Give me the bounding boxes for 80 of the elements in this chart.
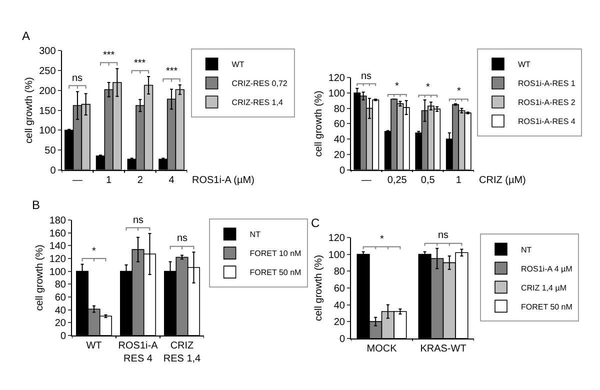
y-tick-label: 100 xyxy=(49,266,66,278)
y-tick-label: 100 xyxy=(328,88,346,100)
y-axis-title: cell growth (%) xyxy=(34,244,46,311)
y-tick-label: 20 xyxy=(334,317,346,328)
x-tick-label: 2 xyxy=(137,174,144,186)
y-tick-label: 60 xyxy=(334,283,346,294)
y-tick-label: 160 xyxy=(49,228,66,240)
legend-label: ROS1i-A-RES 2 xyxy=(518,98,576,108)
x-tick-label: 1 xyxy=(106,174,112,186)
x-tick-label: CRIZ RES 1,4 xyxy=(163,340,202,364)
y-tick-label: 80 xyxy=(54,280,66,291)
legend-label: WT xyxy=(232,60,244,70)
y-tick-label: 20 xyxy=(334,150,346,161)
x-tick-label: — xyxy=(361,174,372,186)
chart-title: C xyxy=(311,216,320,230)
y-tick-label: 120 xyxy=(49,254,66,266)
annotation: * xyxy=(380,234,384,245)
chart-title: A xyxy=(22,29,30,43)
annotation: * xyxy=(426,82,430,93)
y-tick-label: 0 xyxy=(339,165,346,176)
y-tick-label: 80 xyxy=(334,266,346,278)
x-tick-label: 0,5 xyxy=(420,174,436,186)
annotation: *** xyxy=(166,66,178,77)
y-axis-title: cell growth (%) xyxy=(313,90,324,157)
y-tick-label: 40 xyxy=(54,305,66,316)
legend-label: FORET 50 nM xyxy=(521,302,573,312)
annotation: * xyxy=(92,246,96,257)
x-axis-title: CRIZ (µM) xyxy=(479,175,526,186)
y-tick-label: 20 xyxy=(54,318,66,330)
legend-label: CRIZ 1,4 µM xyxy=(521,283,567,292)
y-tick-label: 40 xyxy=(334,134,346,146)
y-tick-label: 120 xyxy=(328,73,346,84)
y-tick-label: 200 xyxy=(39,86,56,97)
annotation: *** xyxy=(103,50,115,61)
legend-label: NT xyxy=(521,245,532,254)
annotation: ns xyxy=(177,233,188,244)
y-axis-title: cell growth (%) xyxy=(313,254,324,322)
y-tick-label: 60 xyxy=(334,119,346,130)
x-tick-label: 4 xyxy=(168,174,175,186)
y-tick-label: 140 xyxy=(49,241,66,252)
y-tick-label: 0 xyxy=(339,334,346,345)
annotation: ns xyxy=(361,71,372,82)
y-tick-label: 100 xyxy=(328,250,346,261)
x-tick-label: WT xyxy=(86,340,102,352)
annotation: * xyxy=(457,86,461,97)
annotation: *** xyxy=(134,58,146,69)
legend-label: FORET 10 nM xyxy=(250,249,302,258)
y-tick-label: 40 xyxy=(334,300,346,312)
x-tick-label: ROS1i-A RES 4 xyxy=(118,340,158,364)
y-tick-label: 120 xyxy=(328,232,346,244)
legend-label: CRIZ-RES 0,72 xyxy=(232,79,288,88)
y-tick-label: 300 xyxy=(39,46,56,58)
y-tick-label: 100 xyxy=(39,126,56,137)
x-tick-label: — xyxy=(72,174,82,186)
legend-label: CRIZ-RES 1,4 xyxy=(232,98,284,108)
y-tick-label: 60 xyxy=(54,292,66,304)
x-tick-label: MOCK xyxy=(366,343,398,354)
x-tick-label: 0,25 xyxy=(387,174,408,186)
legend-label: FORET 50 nM xyxy=(250,268,302,278)
y-tick-label: 0 xyxy=(60,330,66,342)
y-tick-label: 180 xyxy=(49,216,66,227)
y-axis-title: cell growth (%) xyxy=(24,77,36,144)
y-tick-label: 80 xyxy=(334,104,346,115)
y-tick-label: 250 xyxy=(39,66,56,78)
legend-label: ROS1i-A 4 µM xyxy=(521,264,573,274)
chart-title: B xyxy=(32,198,40,212)
x-axis-title: ROS1i-A (µM) xyxy=(192,175,254,186)
x-tick-label: 1 xyxy=(456,174,462,186)
annotation: ns xyxy=(133,215,144,226)
annotation: ns xyxy=(438,230,449,241)
y-tick-label: 150 xyxy=(39,106,56,117)
legend-label: NT xyxy=(250,230,261,240)
legend-label: ROS1i-A-RES 4 xyxy=(518,117,576,126)
legend-label: ROS1i-A-RES 1 xyxy=(518,79,576,88)
y-tick-label: 50 xyxy=(44,145,56,156)
annotation: * xyxy=(395,81,399,92)
annotation: ns xyxy=(72,73,83,84)
legend-label: WT xyxy=(518,60,531,70)
y-tick-label: 0 xyxy=(50,165,56,176)
x-tick-label: KRAS-WT xyxy=(420,343,466,354)
